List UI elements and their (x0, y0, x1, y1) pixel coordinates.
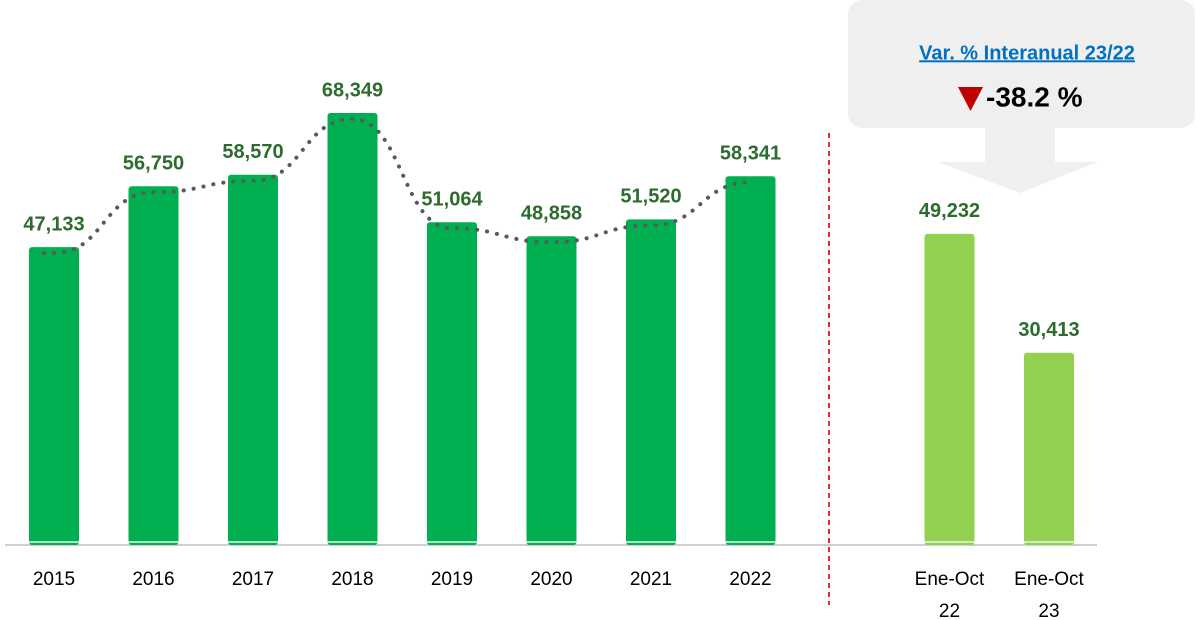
x-tick-label: 2015 (33, 569, 75, 590)
x-tick-label: 2022 (729, 569, 771, 590)
label-line: 23 (1038, 601, 1059, 620)
x-tick-label: 2021 (630, 569, 672, 590)
bar (228, 174, 278, 545)
change-arrow (958, 87, 983, 111)
bar (526, 236, 577, 545)
value-label: 51,520 (620, 186, 681, 208)
label-line: Ene-Oct (1014, 569, 1084, 590)
bar (128, 186, 179, 545)
x-tick-label: 2017 (232, 569, 274, 590)
label-line: 22 (939, 601, 960, 620)
value-label: 49,232 (919, 200, 980, 222)
callout-arrow (938, 128, 1097, 193)
trend-line (42, 116, 753, 256)
x-tick-label: 2018 (331, 569, 373, 590)
value-label: 30,413 (1018, 319, 1079, 341)
label-line: Ene-Oct (915, 569, 985, 590)
value-label: 58,570 (222, 141, 283, 163)
value-label: 51,064 (421, 189, 483, 211)
bar (427, 222, 477, 545)
value-label: 56,750 (123, 153, 184, 175)
x-tick-label: 2019 (431, 569, 473, 590)
bar (725, 176, 776, 545)
bar (29, 247, 79, 546)
x-tick-label: Ene-Oct 23 (1014, 569, 1084, 620)
bar (1024, 352, 1074, 545)
callout-box (848, 0, 1195, 128)
callout-title: Var. % Interanual 23/22 (919, 42, 1135, 64)
bar (327, 113, 378, 545)
value-label: 47,133 (23, 213, 84, 235)
value-label: 58,341 (720, 143, 781, 165)
callout-value: -38.2 % (986, 81, 1083, 112)
x-tick-label: 2016 (132, 569, 174, 590)
bar (924, 233, 975, 545)
value-label: 68,349 (322, 79, 383, 101)
value-label: 48,858 (521, 202, 582, 224)
x-tick-label: 2020 (530, 569, 572, 590)
x-tick-label: Ene-Oct 22 (915, 569, 985, 620)
bar (626, 219, 676, 545)
